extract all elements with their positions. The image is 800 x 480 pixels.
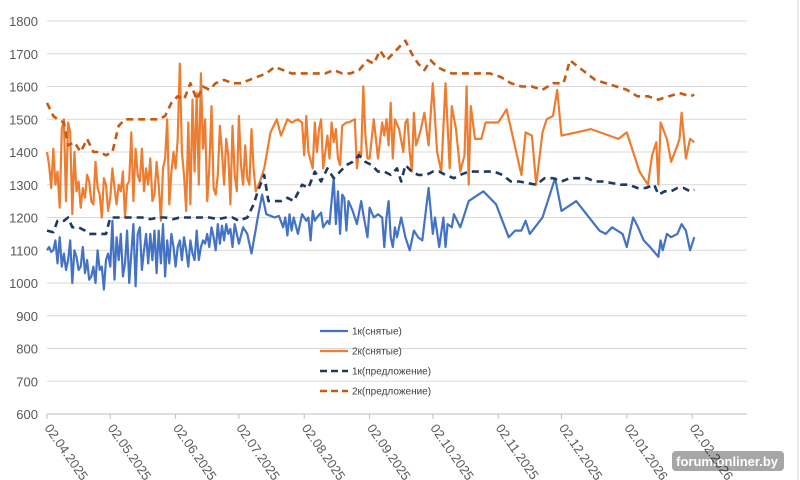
legend-label-2: 1к(предложение) [352,367,431,378]
y-tick-label: 1700 [9,47,38,62]
series-line-2 [46,154,695,236]
legend-label-0: 1к(снятые) [352,327,402,338]
y-tick-label: 1300 [9,178,38,193]
series-line-1 [45,62,695,222]
y-tick-label: 600 [16,407,38,422]
y-tick-label: 1600 [9,80,38,95]
y-tick-label: 1200 [9,211,38,226]
series-line-0 [46,177,696,291]
y-tick-label: 900 [16,309,38,324]
y-tick-label: 1400 [9,145,38,160]
y-tick-label: 1500 [9,112,38,127]
gridlines [47,20,747,415]
legend: 1к(снятые) 2к(снятые) 1к(предложение) 2к(пр… [320,327,431,398]
legend-label-1: 2к(снятые) [352,347,402,358]
watermark-text: forum.onliner.by [676,454,779,469]
y-tick-label: 800 [16,342,38,357]
y-tick-label: 1800 [9,14,38,29]
watermark: forum.onliner.by [672,451,784,471]
watermark-badge [672,451,784,471]
legend-label-3: 2к(предложение) [352,387,431,398]
y-tick-label: 1100 [10,243,38,258]
y-axis-ticks: 600 700 800 900 1000 1100 1200 1300 1400 1500 1600… [9,14,38,422]
series-line-3 [45,39,695,157]
y-tick-label: 700 [16,374,38,389]
y-tick-label: 1000 [9,276,38,291]
series-lines [45,39,696,291]
